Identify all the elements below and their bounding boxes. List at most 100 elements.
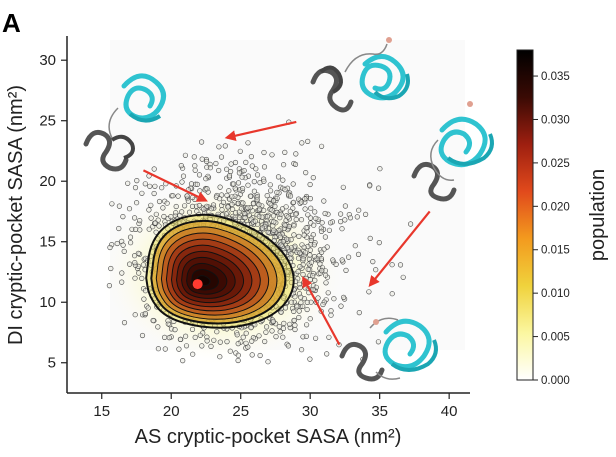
scatter-point — [147, 183, 153, 189]
scatter-point — [267, 182, 273, 188]
scatter-point — [302, 206, 308, 212]
y-tick-label: 20 — [39, 173, 56, 190]
scatter-point — [287, 208, 293, 214]
scatter-point — [292, 161, 299, 167]
scatter-point — [132, 185, 139, 191]
scatter-point — [338, 303, 344, 309]
scatter-point — [254, 197, 260, 203]
scatter-point — [120, 242, 126, 248]
scatter-point — [370, 259, 376, 265]
scatter-point — [275, 174, 282, 180]
scatter-point — [164, 200, 170, 206]
scatter-point — [298, 217, 305, 223]
scatter-point — [322, 234, 329, 240]
annotation-arrows — [142, 120, 431, 346]
scatter-point — [119, 270, 125, 276]
scatter-point — [299, 347, 305, 353]
scatter-point — [148, 202, 154, 208]
scatter-point — [248, 325, 254, 331]
scatter-point — [291, 308, 297, 315]
scatter-point — [194, 181, 200, 187]
colorbar-tick-label: 0.030 — [541, 114, 570, 126]
x-axis-label: AS cryptic-pocket SASA (nm²) — [135, 426, 402, 448]
scatter-point — [216, 167, 222, 174]
scatter-point — [226, 188, 232, 194]
scatter-point — [311, 254, 318, 260]
scatter-point — [310, 175, 316, 181]
highlight-marker — [192, 279, 203, 290]
protein-structure-top — [310, 37, 410, 113]
scatter-point — [268, 188, 274, 194]
scatter-point — [135, 250, 141, 256]
scatter-point — [253, 166, 259, 172]
scatter-point — [159, 185, 165, 191]
scatter-point — [235, 180, 242, 186]
scatter-point — [356, 310, 362, 316]
scatter-point — [152, 220, 158, 226]
scatter-point — [207, 165, 213, 171]
scatter-point — [137, 227, 143, 233]
annotation-arrow — [368, 210, 431, 288]
scatter-point — [196, 202, 202, 209]
scatter-point — [217, 354, 223, 360]
scatter-point — [274, 189, 280, 195]
scatter-point — [240, 200, 246, 206]
scatter-point — [245, 140, 251, 146]
scatter-point — [313, 215, 319, 221]
scatter-point — [228, 168, 234, 175]
scatter-point — [139, 332, 146, 339]
scatter-point — [264, 193, 270, 199]
scatter-point — [318, 228, 325, 234]
scatter-point — [243, 340, 249, 346]
scatter-point — [272, 203, 278, 209]
scatter-point — [142, 310, 148, 317]
scatter-point — [256, 202, 262, 208]
scatter-point — [234, 332, 240, 338]
scatter-point — [303, 170, 309, 176]
protein-structure-bottom — [339, 317, 438, 382]
scatter-point — [257, 206, 263, 212]
scatter-point — [321, 198, 327, 204]
scatter-point — [375, 339, 382, 345]
scatter-point — [291, 317, 297, 324]
scatter-point — [121, 248, 127, 254]
scatter-point — [303, 225, 309, 231]
scatter-point — [292, 322, 298, 328]
scatter-point — [229, 194, 235, 200]
scatter-point — [232, 210, 239, 216]
scatter-point — [308, 259, 315, 265]
colorbar-ticks: 0.000 0.005 0.010 0.015 0.020 0.025 0.030 0.035 — [533, 71, 570, 387]
colorbar-bar — [516, 49, 534, 381]
scatter-point — [259, 214, 265, 220]
scatter-point — [328, 308, 334, 314]
scatter-point — [219, 207, 225, 213]
colorbar-label: population — [587, 169, 609, 261]
scatter-point — [204, 158, 210, 164]
scatter-point — [226, 173, 233, 179]
scatter-point — [259, 225, 266, 231]
scatter-point — [300, 303, 306, 309]
scatter-point — [119, 279, 125, 285]
scatter-point — [297, 250, 303, 256]
scatter-point — [367, 183, 373, 189]
scatter-point — [282, 149, 288, 155]
scatter-point — [245, 205, 251, 211]
scatter-point — [301, 244, 307, 250]
scatter-point — [204, 186, 210, 192]
scatter-point — [251, 188, 257, 194]
scatter-point — [301, 232, 307, 238]
scatter-point — [151, 166, 157, 172]
scatter-point — [319, 143, 325, 149]
scatter-point — [326, 227, 333, 233]
scatter-point — [311, 242, 317, 248]
scatter-point — [269, 152, 275, 158]
scatter-point — [172, 327, 178, 333]
scatter-point — [261, 164, 268, 170]
scatter-point — [282, 222, 288, 228]
scatter-point — [291, 232, 297, 238]
scatter-point — [271, 227, 277, 233]
scatter-point — [141, 296, 147, 302]
scatter-point — [180, 173, 187, 179]
scatter-point — [241, 168, 247, 174]
scatter-point — [376, 240, 382, 246]
